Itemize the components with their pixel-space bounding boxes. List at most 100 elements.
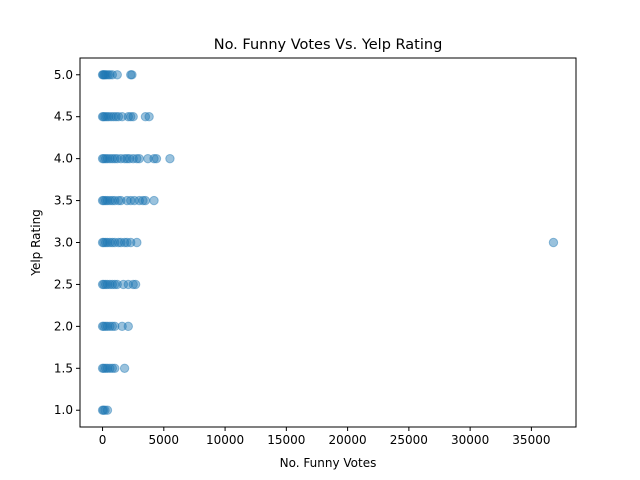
y-tick-label: 4.0 [54,152,73,166]
data-point [100,195,111,206]
y-axis-label: Yelp Rating [29,209,43,277]
data-point [151,153,162,164]
data-point [132,237,142,248]
data-point [165,153,175,164]
data-point [113,237,124,248]
data-point [100,112,110,122]
data-point [126,112,136,122]
data-point [100,153,111,164]
data-point [110,237,120,248]
data-point [128,112,138,122]
data-point [138,195,148,206]
data-point [107,363,118,373]
data-point [126,195,136,206]
data-point [103,70,113,80]
data-point [102,363,113,373]
data-point [105,70,115,80]
data-point [97,195,108,206]
data-point [97,70,108,80]
data-point [149,195,159,206]
data-point [97,112,108,122]
data-point [140,195,151,206]
data-point [107,70,118,80]
y-tick-label: 5.0 [54,68,73,82]
data-point [548,237,559,248]
data-point [132,153,142,164]
data-point [113,195,124,206]
data-point [130,279,141,290]
x-tick-label: 25000 [390,433,428,447]
data-point [105,363,115,373]
data-point [99,70,109,80]
y-tick-label: 1.5 [54,361,73,375]
data-point [105,237,115,248]
data-point [116,237,126,248]
data-point [100,363,111,373]
data-point [118,279,129,290]
data-point [99,195,109,206]
data-point [98,112,109,122]
data-point [128,279,138,290]
data-point [140,112,151,122]
x-tick-label: 20000 [329,433,367,447]
data-point [98,70,108,80]
data-point [124,153,135,164]
x-tick-label: 5000 [149,433,180,447]
data-point [102,405,113,415]
data-point [100,321,111,332]
data-point [97,153,108,164]
data-point [102,112,112,122]
data-point [99,321,109,332]
chart-title: No. Funny Votes Vs. Yelp Rating [214,37,443,53]
data-point [111,112,121,122]
data-point [113,112,124,122]
data-point [122,237,132,248]
data-point [110,321,120,332]
x-axis-label: No. Funny Votes [280,456,377,470]
data-point [134,153,145,164]
data-point [122,195,132,206]
x-tick-label: 15000 [267,433,305,447]
points-layer [97,70,559,415]
data-point [105,321,115,332]
data-point [149,153,159,164]
data-point [99,363,109,373]
data-point [99,237,109,248]
data-point [119,153,130,164]
data-point [123,279,133,290]
data-point [107,237,118,248]
x-axis: 0 5000 10000 15000 20000 25000 30000 35000 [99,427,550,447]
data-point [97,321,108,332]
data-point [112,153,122,164]
data-point [103,112,114,122]
data-point [134,195,145,206]
y-tick-label: 2.5 [54,277,73,291]
y-tick-label: 3.5 [54,194,73,208]
data-point [123,321,133,332]
data-point [110,153,120,164]
data-point [105,279,115,290]
data-point [117,321,127,332]
data-point [110,363,120,373]
data-point [106,112,116,122]
x-tick-label: 35000 [512,433,550,447]
data-point [112,70,122,80]
data-point [102,153,113,164]
data-point [117,112,127,122]
data-point [102,321,113,332]
data-point [143,153,153,164]
data-point [97,279,108,290]
data-point [107,195,118,206]
y-tick-label: 4.5 [54,110,73,124]
data-point [97,405,108,415]
data-point [102,195,113,206]
data-point [119,237,130,248]
x-tick-label: 10000 [206,433,244,447]
data-point [100,405,110,415]
data-point [100,279,111,290]
data-point [126,237,136,248]
data-point [128,153,138,164]
x-tick-label: 30000 [451,433,489,447]
